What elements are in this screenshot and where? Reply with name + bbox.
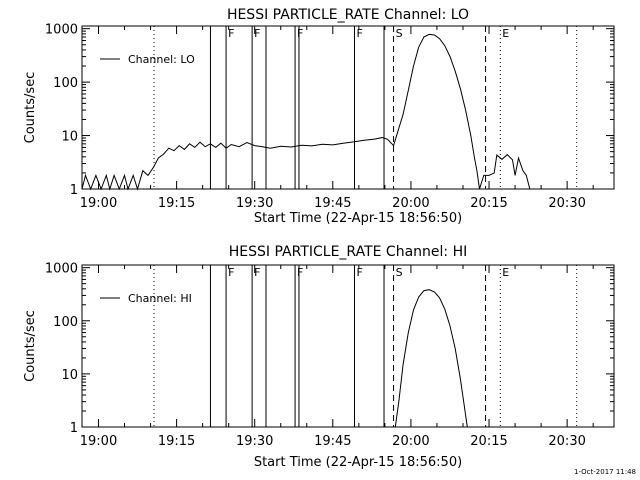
x-tick-label: 19:00 (80, 434, 117, 449)
x-tick-label: 19:45 (314, 196, 351, 211)
x-tick-label: 20:30 (548, 196, 585, 211)
x-tick-label: 20:00 (392, 196, 429, 211)
event-marker-label: E (502, 27, 509, 40)
chart-title: HESSI PARTICLE_RATE Channel: LO (227, 7, 469, 23)
event-marker-label: F (357, 266, 363, 279)
footer-timestamp: 1-Oct-2017 11:48 (574, 468, 636, 476)
legend-label: Channel: HI (128, 292, 192, 305)
x-tick-label: 20:30 (548, 434, 585, 449)
y-tick-label: 10 (61, 130, 78, 145)
chart-title: HESSI PARTICLE_RATE Channel: HI (229, 244, 467, 260)
y-tick-label: 1000 (45, 262, 78, 277)
event-marker-label: F (254, 27, 260, 40)
x-tick-label: 19:30 (236, 196, 273, 211)
x-axis-label: Start Time (22-Apr-15 18:56:50) (254, 211, 462, 226)
y-tick-label: 1000 (45, 23, 78, 38)
y-tick-label: 1 (70, 421, 78, 436)
x-tick-label: 19:15 (158, 434, 195, 449)
event-marker-label: S (396, 266, 403, 279)
x-tick-label: 20:15 (470, 434, 507, 449)
series-line (394, 289, 468, 428)
event-marker-label: E (502, 266, 509, 279)
panel-lo: HESSI PARTICLE_RATE Channel: LO 1 10 100 100… (23, 7, 615, 226)
event-marker-label: F (357, 27, 363, 40)
y-tick-label: 100 (53, 315, 78, 330)
y-tick-label: 100 (53, 76, 78, 91)
event-marker-label: S (396, 27, 403, 40)
x-axis-label: Start Time (22-Apr-15 18:56:50) (254, 455, 462, 470)
x-tick-label: 19:15 (158, 196, 195, 211)
x-tick-label: 19:30 (236, 434, 273, 449)
panel-hi: HESSI PARTICLE_RATE Channel: HI 1 10 100 100… (23, 244, 615, 470)
plot-frame (81, 25, 615, 190)
event-marker-label: F (297, 27, 303, 40)
y-tick-label: 1 (70, 183, 78, 198)
event-marker-label: F (254, 266, 260, 279)
event-marker-label: F (228, 27, 234, 40)
x-tick-label: 19:45 (314, 434, 351, 449)
y-axis-label: Counts/sec (23, 310, 38, 382)
legend-label: Channel: LO (128, 53, 195, 66)
y-axis-label: Counts/sec (23, 72, 38, 144)
x-tick-label: 20:15 (470, 196, 507, 211)
event-marker-label: F (297, 266, 303, 279)
plot-frame (81, 264, 615, 428)
series-line (81, 33, 531, 191)
event-marker-label: F (228, 266, 234, 279)
x-tick-label: 20:00 (392, 434, 429, 449)
y-tick-label: 10 (61, 368, 78, 383)
x-tick-label: 19:00 (80, 196, 117, 211)
